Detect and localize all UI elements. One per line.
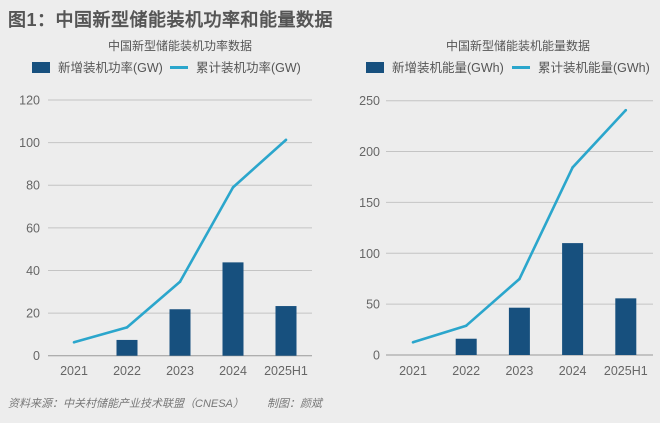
x-tick-label: 2024 [219, 364, 247, 378]
y-tick-label: 60 [26, 221, 40, 235]
line-point-2021 [72, 340, 76, 344]
line-point-2024 [571, 166, 574, 169]
y-tick-label: 80 [26, 179, 40, 193]
figure-title: 图1：中国新型储能装机功率和能量数据 [8, 10, 334, 30]
legend-bar-swatch [32, 62, 50, 73]
x-tick-label: 2025H1 [264, 364, 308, 378]
y-tick-label: 200 [359, 145, 380, 159]
bar-2024 [222, 262, 244, 356]
y-tick-label: 100 [359, 247, 380, 261]
bar-2023 [508, 307, 530, 355]
x-tick-label: 2021 [399, 364, 427, 378]
legend-label: 新增装机功率(GW) [58, 60, 163, 75]
x-tick-label: 2022 [113, 364, 141, 378]
x-tick-label: 2023 [505, 364, 533, 378]
y-tick-label: 150 [359, 196, 380, 210]
bar-2025H1 [275, 306, 297, 356]
legend-bar-swatch [366, 62, 384, 73]
bar-2023 [169, 309, 191, 356]
line-point-2023 [518, 277, 521, 281]
bar-2022 [455, 338, 477, 355]
line-point-2025H1 [284, 138, 288, 142]
y-tick-label: 250 [359, 94, 380, 108]
bar-2022 [116, 339, 138, 356]
line-point-2022 [125, 326, 129, 329]
legend-label: 累计装机能量(GWh) [538, 61, 650, 75]
y-tick-label: 120 [19, 94, 40, 108]
line-point-2024 [231, 186, 235, 189]
chart-subtitle: 中国新型储能装机能量数据 [446, 38, 590, 53]
bar-2024 [562, 243, 584, 355]
y-tick-label: 40 [26, 264, 40, 278]
line-point-2023 [178, 280, 182, 284]
y-tick-label: 0 [373, 349, 380, 363]
legend-label: 累计装机功率(GW) [196, 60, 301, 75]
y-tick-label: 0 [33, 349, 40, 363]
y-tick-label: 100 [19, 136, 40, 150]
line-point-2021 [411, 340, 415, 344]
bar-2025H1 [615, 298, 637, 355]
cumulative-line [412, 109, 627, 344]
x-tick-label: 2023 [166, 364, 194, 378]
line-point-2025H1 [624, 108, 628, 112]
chart-subtitle: 中国新型储能装机功率数据 [108, 38, 252, 53]
x-tick-label: 2025H1 [604, 364, 648, 378]
y-tick-label: 20 [26, 307, 40, 321]
legend-label: 新增装机能量(GWh) [392, 60, 504, 75]
y-tick-label: 50 [366, 298, 380, 312]
line-point-2022 [464, 324, 468, 328]
credit-text: 制图：颜斌 [266, 398, 322, 410]
source-note: 资料来源：中关村储能产业技术联盟（CNESA） 制图：颜斌 [8, 395, 342, 411]
x-tick-label: 2022 [452, 364, 480, 378]
source-text: 资料来源：中关村储能产业技术联盟（CNESA） [8, 398, 244, 410]
x-tick-label: 2021 [60, 364, 88, 378]
x-tick-label: 2024 [559, 364, 587, 378]
